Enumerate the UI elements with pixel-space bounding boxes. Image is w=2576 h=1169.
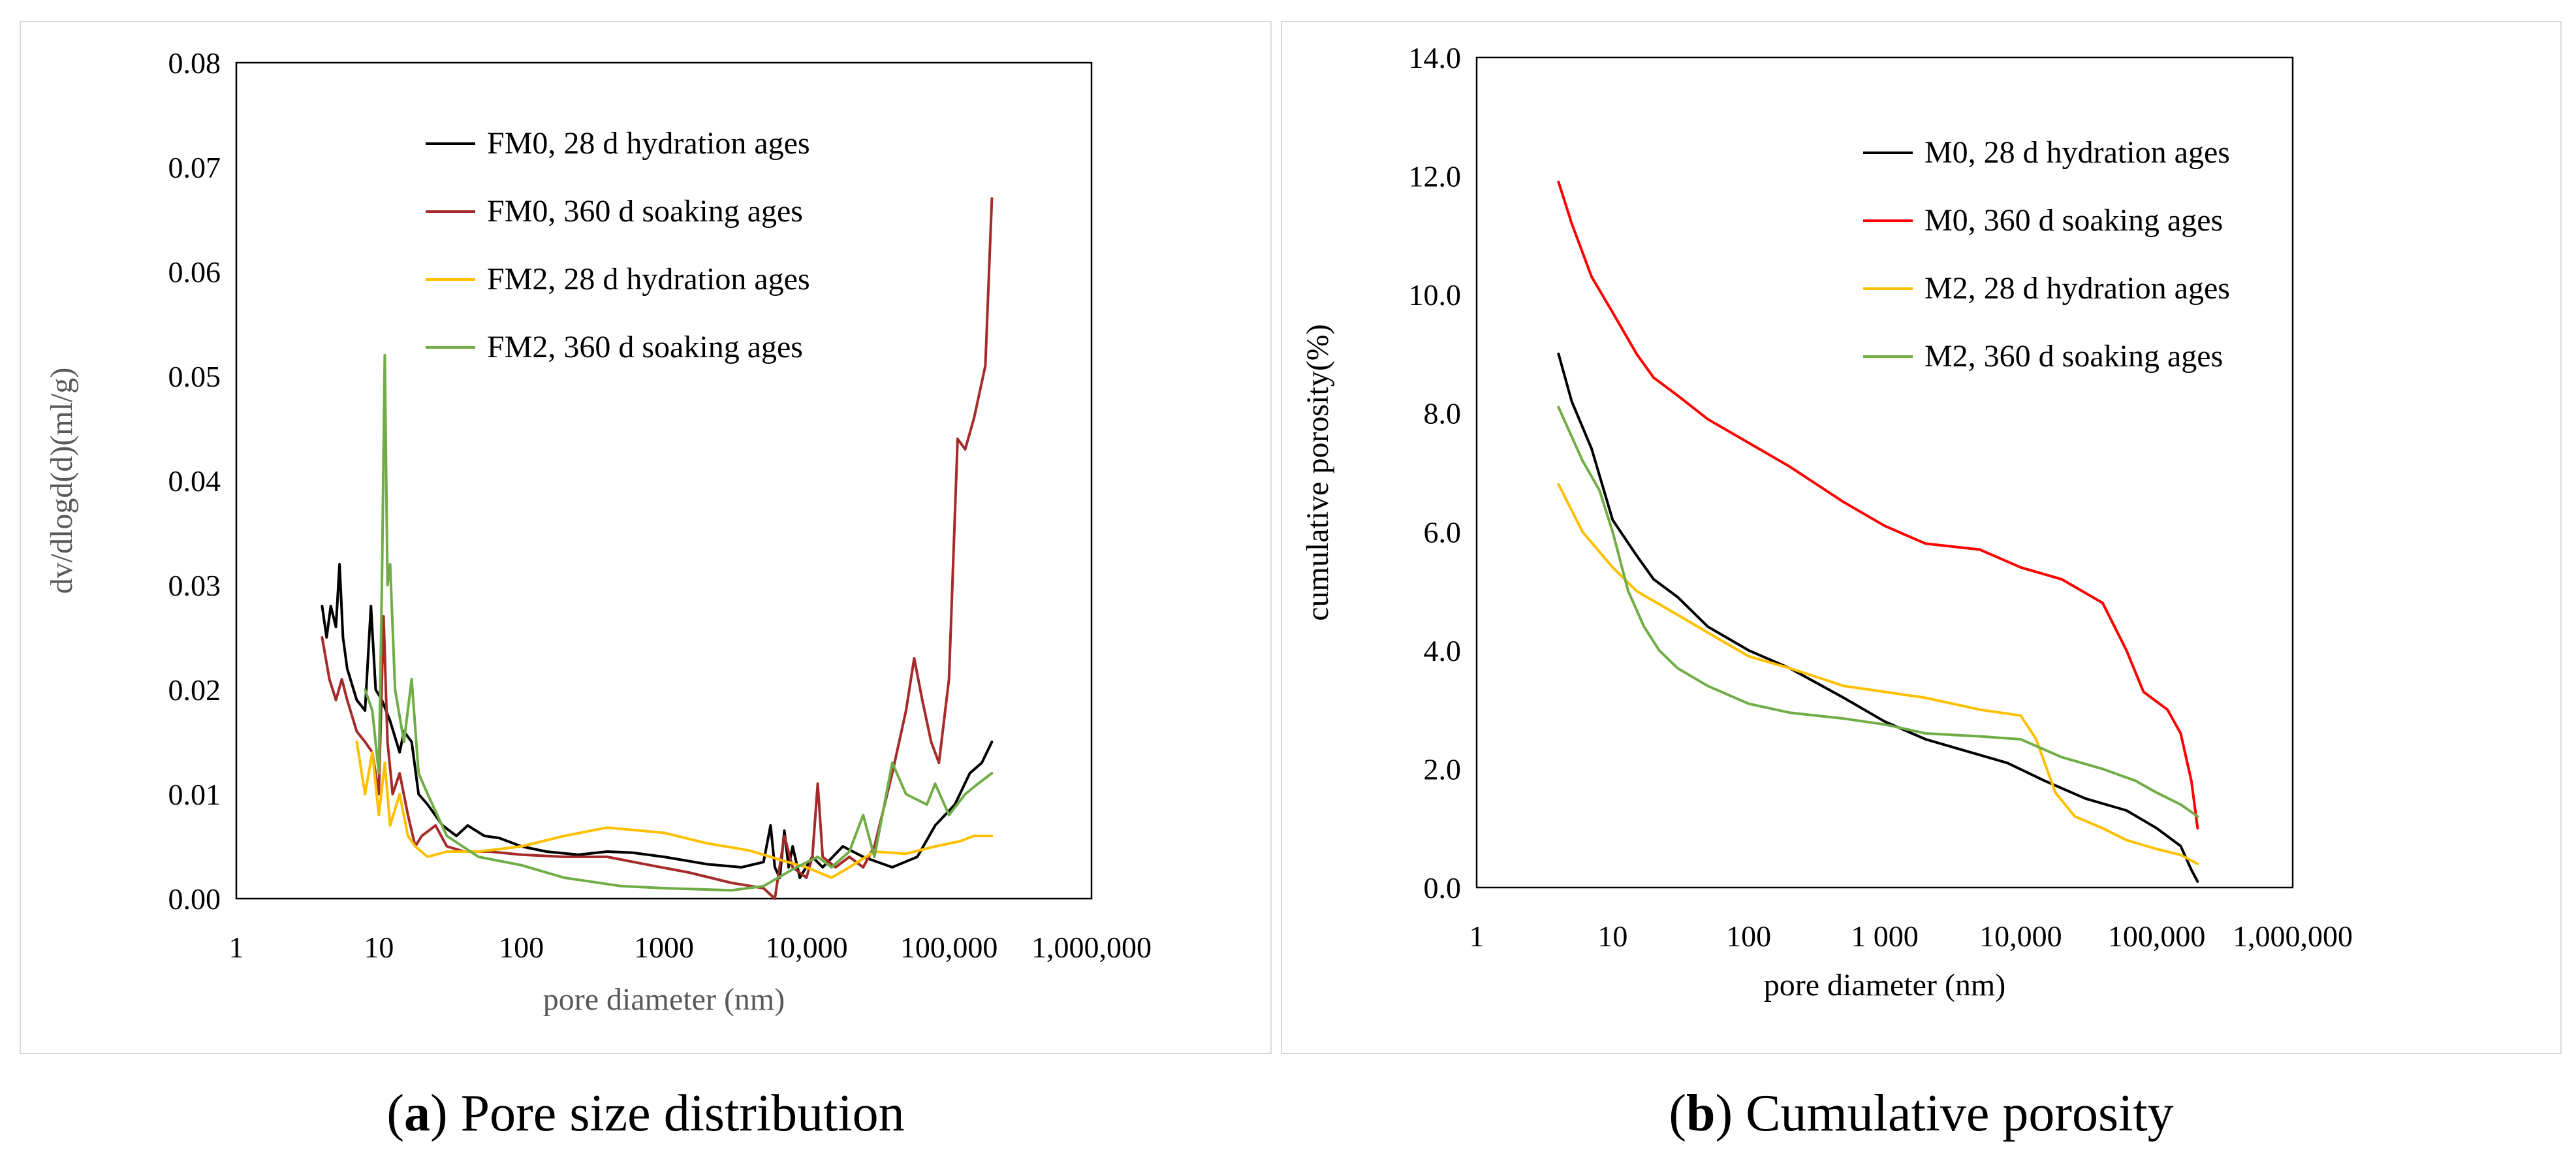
caption-b-label: b [1686, 1085, 1716, 1142]
y-tick-label: 10.0 [1409, 278, 1462, 312]
chart-a-svg: 0.00 0.01 0.02 0.03 0.04 0.05 0.06 0.07 0.08 1 10 1… [44, 46, 1152, 1017]
chart-panel-b: 0.0 2.0 4.0 6.0 8.0 10.0 12.0 14.0 1 10 100 1 000 10… [1281, 21, 2562, 1054]
x-tick-label: 10,000 [1979, 920, 2062, 953]
x-tick-label: 1000 [634, 931, 694, 964]
y-axis-title: dv/dlogd(d)(ml/g) [44, 368, 79, 594]
legend-label: M2, 28 d hydration ages [1924, 271, 2230, 306]
y-tick-label: 12.0 [1409, 160, 1462, 193]
caption-a: (a) Pore size distribution [386, 1085, 905, 1142]
x-tick-label: 1,000,000 [1031, 931, 1152, 964]
x-tick-label: 10 [1597, 920, 1627, 953]
y-tick-label: 0.03 [168, 569, 221, 602]
series-line-b-2 [1557, 180, 2199, 830]
legend-label: FM2, 360 d soaking ages [487, 330, 803, 364]
x-tick-label: 100,000 [900, 931, 998, 964]
y-tick-label: 0.02 [168, 673, 221, 707]
chart-b-svg: 0.0 2.0 4.0 6.0 8.0 10.0 12.0 14.0 1 10 100 1 000 10… [1300, 41, 2353, 1002]
y-tick-label: 0.08 [168, 46, 221, 80]
plot-area-b [1475, 56, 2294, 889]
series-line-b-3 [1557, 483, 2199, 865]
legend-a: FM0, 28 d hydration ages FM0, 360 d soaki… [426, 126, 810, 364]
legend-label: FM0, 360 d soaking ages [487, 194, 803, 229]
y-tick-label: 0.04 [168, 464, 221, 498]
x-axis-title: pore diameter (nm) [1764, 968, 2006, 1002]
y-tick-label: 0.06 [168, 255, 221, 289]
y-tick-label: 0.05 [168, 360, 221, 393]
caption-a-label: a [404, 1085, 431, 1142]
x-tick-label: 100,000 [2108, 920, 2206, 953]
y-tick-label: 0.0 [1424, 871, 1462, 905]
series-line-a-2 [321, 197, 994, 900]
y-tick-label: 8.0 [1424, 397, 1462, 430]
legend-label: FM2, 28 d hydration ages [487, 262, 810, 296]
plot-area-a [235, 61, 1093, 900]
x-tick-label: 1 [1469, 920, 1484, 953]
caption-b: (b) Cumulative porosity [1669, 1085, 2174, 1142]
x-tick-label: 10,000 [765, 931, 848, 964]
caption-a-text: Pore size distribution [447, 1085, 905, 1142]
x-tick-label: 1 [229, 931, 244, 964]
x-tick-label: 10 [364, 931, 394, 964]
legend-label: M0, 28 d hydration ages [1924, 135, 2230, 170]
legend-b: M0, 28 d hydration ages M0, 360 d soaking… [1863, 135, 2230, 374]
y-tick-label: 0.07 [168, 151, 221, 184]
x-tick-label: 1 000 [1851, 920, 1919, 953]
y-tick-label: 14.0 [1409, 41, 1462, 74]
series-line-b-1 [1557, 352, 2199, 883]
chart-panel-a: 0.00 0.01 0.02 0.03 0.04 0.05 0.06 0.07 0.08 1 10 1… [20, 21, 1272, 1054]
x-tick-label: 1,000,000 [2233, 920, 2353, 953]
series-line-a-4 [364, 354, 994, 892]
y-tick-label: 4.0 [1424, 634, 1462, 667]
caption-b-text: Cumulative porosity [1733, 1085, 2174, 1142]
x-tick-label: 100 [1726, 920, 1771, 953]
y-tick-label: 0.01 [168, 778, 221, 811]
y-tick-label: 0.00 [168, 882, 221, 916]
legend-label: FM0, 28 d hydration ages [487, 126, 810, 161]
y-axis-title: cumulative porosity(%) [1300, 324, 1335, 621]
legend-label: M2, 360 d soaking ages [1924, 339, 2223, 374]
y-tick-label: 6.0 [1424, 515, 1462, 549]
series-line-b-4 [1557, 406, 2199, 818]
x-tick-label: 100 [499, 931, 544, 964]
x-axis-title: pore diameter (nm) [543, 982, 785, 1017]
y-tick-label: 2.0 [1424, 752, 1462, 786]
series-line-a-1 [321, 563, 994, 879]
series-line-a-3 [355, 741, 994, 879]
legend-label: M0, 360 d soaking ages [1924, 203, 2223, 238]
